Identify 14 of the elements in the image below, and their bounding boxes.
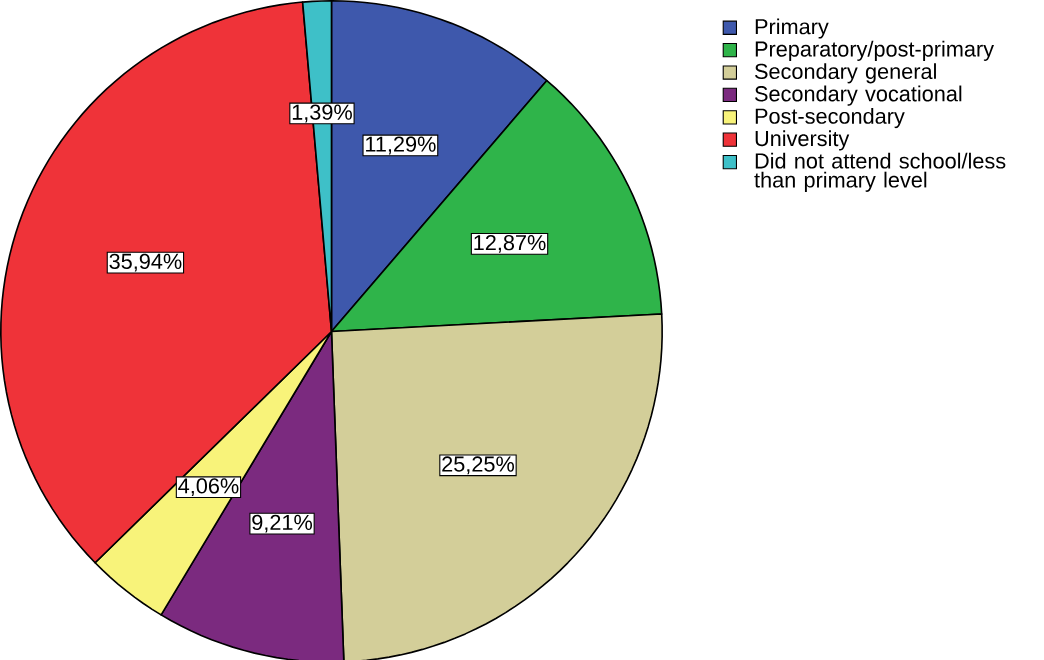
legend-label: Post-secondary xyxy=(755,107,905,129)
legend-label: Secondary vocational xyxy=(755,85,962,106)
legend-label: Secondary general xyxy=(755,63,936,84)
legend-label: Did not attend school/less than primary level xyxy=(754,152,1006,192)
data-label: 25,25% xyxy=(442,456,515,475)
data-label: 35,94% xyxy=(109,253,182,272)
legend-label: Preparatory/post-primary xyxy=(755,40,994,61)
legend-label: University xyxy=(755,130,850,151)
data-label: 9,21% xyxy=(252,514,313,533)
data-label: 1,39% xyxy=(292,104,352,123)
legend-label: Primary xyxy=(755,18,829,39)
data-label: 11,29% xyxy=(366,136,436,155)
data-label: 12,87% xyxy=(474,234,546,253)
data-label: 4,06% xyxy=(178,478,239,497)
